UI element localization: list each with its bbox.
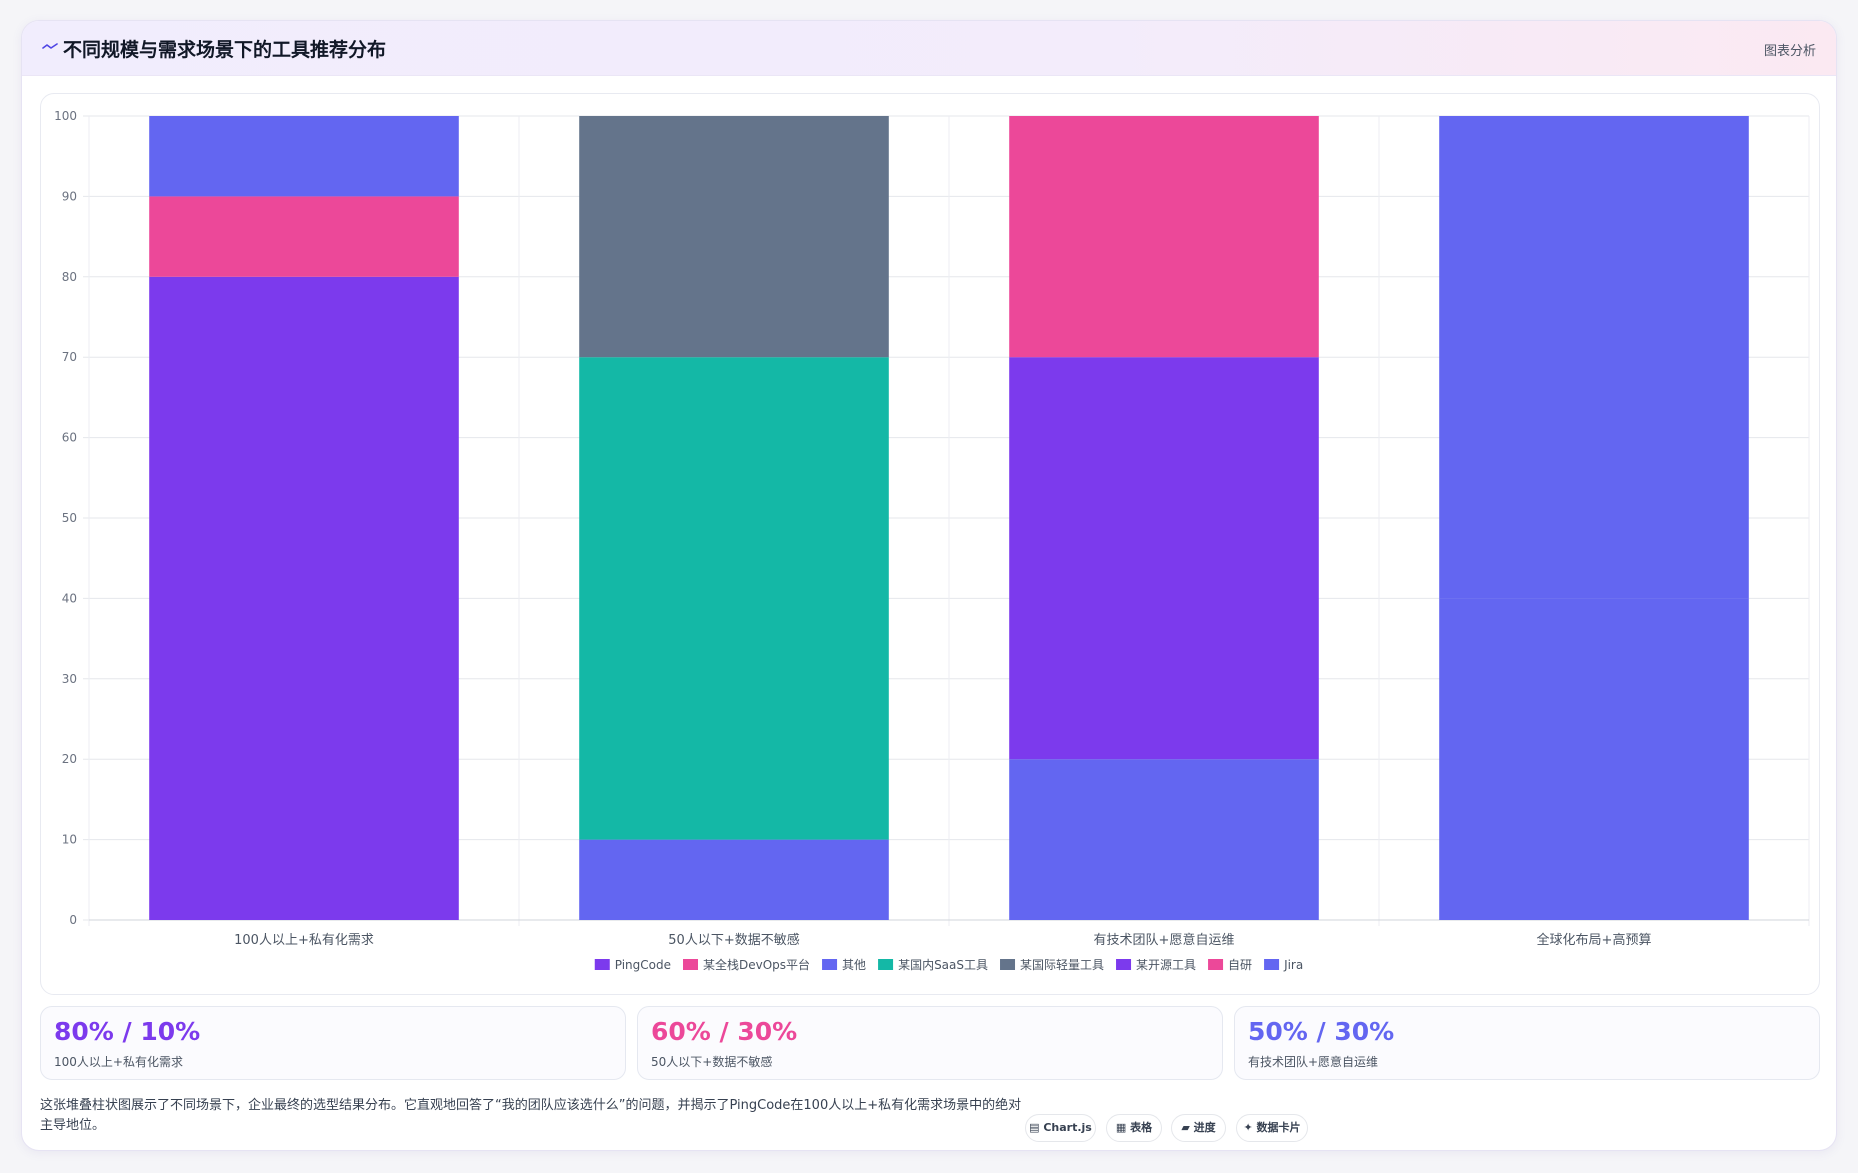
bar-segment: [149, 196, 459, 277]
legend-label: 某全栈DevOps平台: [703, 957, 810, 972]
bar-segment: [1009, 116, 1319, 358]
stat-card: 50% / 30% 有技术团队+愿意自运维: [1234, 1006, 1820, 1080]
chart-analysis-link[interactable]: 图表分析: [1763, 44, 1816, 59]
card-header: 不同规模与需求场景下的工具推荐分布 图表分析: [22, 21, 1836, 76]
bar-segment: [149, 116, 459, 197]
x-tick-label: 有技术团队+愿意自运维: [1094, 932, 1235, 948]
y-tick-label: 60: [62, 431, 77, 445]
legend-label: 某开源工具: [1136, 958, 1196, 972]
legend-swatch: [1000, 959, 1016, 970]
tag-data-card[interactable]: ✦ 数据卡片: [1236, 1114, 1308, 1142]
legend-label: PingCode: [615, 958, 671, 972]
legend-label: 某国内SaaS工具: [898, 958, 988, 972]
legend-label: 自研: [1228, 958, 1252, 972]
y-tick-label: 40: [62, 591, 77, 605]
legend-swatch: [683, 959, 699, 970]
bar-segment: [1009, 759, 1319, 920]
chart-card: 不同规模与需求场景下的工具推荐分布 图表分析 0 10 20 30 40 50 60 70 80…: [21, 20, 1837, 1151]
bar-segment: [149, 276, 459, 920]
y-tick-label: 80: [62, 270, 77, 284]
y-tick-label: 90: [62, 189, 77, 203]
stats-row: 80% / 10% 100人以上+私有化需求 60% / 30% 50人以下+数…: [40, 1006, 1820, 1080]
stacked-bar-chart: 0 10 20 30 40 50 60 70 80 90 100 100人以上+私有化需求 50人以下+…: [54, 109, 1810, 972]
legend-swatch: [822, 959, 838, 970]
bar-segment: [579, 116, 889, 358]
stat-value: 50% / 30%: [1248, 1017, 1395, 1046]
bar-segment: [579, 839, 889, 920]
stat-card: 60% / 30% 50人以下+数据不敏感: [637, 1006, 1223, 1080]
bar-segment: [1009, 357, 1319, 760]
chart-line-icon: [42, 43, 58, 49]
legend-label: 某国际轻量工具: [1020, 958, 1104, 972]
stat-card: 80% / 10% 100人以上+私有化需求: [40, 1006, 626, 1080]
stat-value: 80% / 10%: [54, 1017, 201, 1046]
legend-swatch: [594, 959, 610, 970]
y-tick-label: 20: [62, 752, 77, 766]
stat-label: 100人以上+私有化需求: [54, 1055, 183, 1069]
legend-swatch: [1264, 959, 1280, 970]
legend-swatch: [1208, 959, 1224, 970]
y-tick-label: 100: [54, 109, 77, 123]
bar-segment: [1439, 116, 1749, 599]
legend-swatch: [878, 959, 894, 970]
x-tick-label: 50人以下+数据不敏感: [668, 932, 799, 948]
x-tick-label: 全球化布局+高预算: [1537, 932, 1652, 948]
tag-chartjs[interactable]: ▤ Chart.js: [1025, 1114, 1096, 1142]
stat-label: 50人以下+数据不敏感: [651, 1055, 773, 1069]
stat-label: 有技术团队+愿意自运维: [1248, 1055, 1379, 1069]
legend-label: 其他: [842, 958, 866, 972]
chart-panel: 0 10 20 30 40 50 60 70 80 90 100 100人以上+私有化需求 50人以下+…: [40, 93, 1820, 995]
bar-segment: [579, 357, 889, 840]
y-tick-label: 70: [62, 350, 77, 364]
legend-label: Jira: [1283, 958, 1303, 972]
tag-table[interactable]: ▦ 表格: [1106, 1114, 1162, 1142]
tag-progress[interactable]: ▰ 进度: [1171, 1114, 1226, 1142]
y-tick-label: 0: [69, 913, 77, 927]
stat-value: 60% / 30%: [651, 1017, 798, 1046]
y-tick-label: 50: [62, 511, 77, 525]
chart-title: 不同规模与需求场景下的工具推荐分布: [63, 39, 387, 61]
y-tick-label: 30: [62, 672, 77, 686]
x-tick-label: 100人以上+私有化需求: [234, 933, 374, 948]
chart-description: 这张堆叠柱状图展示了不同场景下，企业最终的选型结果分布。它直观地回答了“我的团队…: [40, 1098, 1022, 1133]
legend-swatch: [1116, 959, 1132, 970]
y-tick-label: 10: [62, 833, 77, 847]
bar-segment: [1439, 598, 1749, 920]
